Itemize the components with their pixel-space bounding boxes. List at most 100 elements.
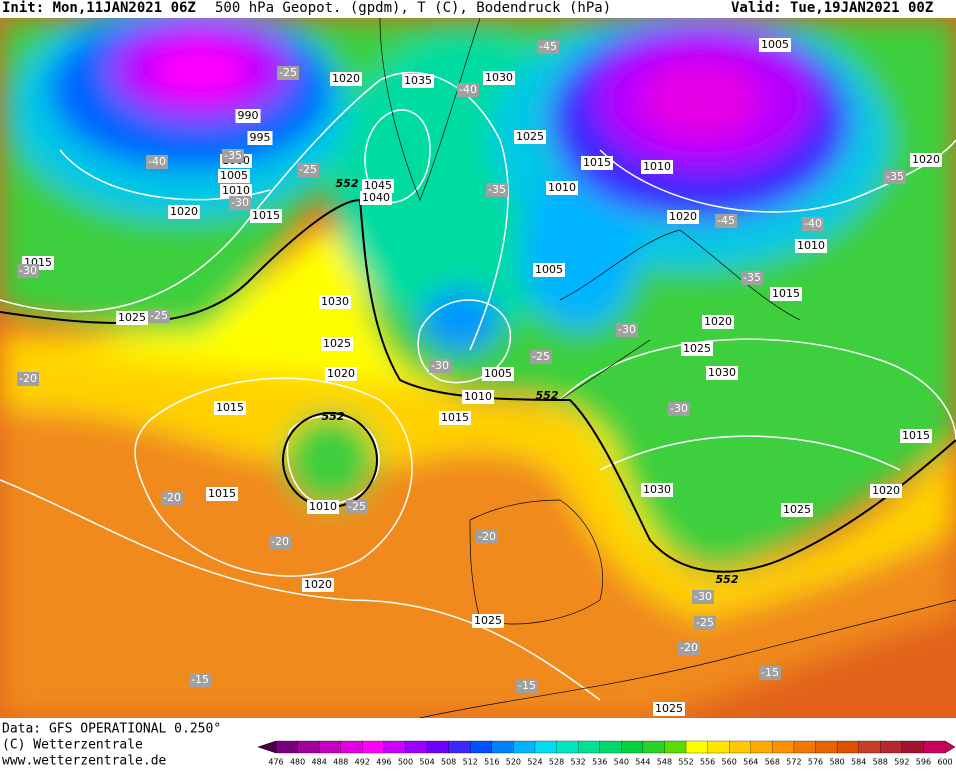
pressure-label: 1015 [250, 209, 282, 223]
colorbar-label: 572 [786, 758, 801, 767]
pressure-label-text: 1030 [321, 295, 349, 308]
pressure-label: 1010 [462, 390, 494, 404]
pressure-label-box [533, 263, 565, 277]
colorbar-label: 580 [829, 758, 844, 767]
pressure-label-box [362, 179, 394, 193]
temperature-label: -40 [457, 83, 479, 97]
temperature-label: -30 [17, 264, 39, 278]
colorbar-swatch [664, 740, 687, 754]
pressure-label-box [641, 483, 673, 497]
pressure-label: 1030 [483, 71, 515, 85]
pressure-label-box [247, 131, 273, 145]
temperature-label: -40 [146, 155, 168, 169]
pressure-label: 1015 [214, 401, 246, 415]
pressure-label-text: 1010 [643, 160, 671, 173]
colorbar-swatch [405, 740, 428, 754]
temperature-label-box [189, 673, 211, 687]
colorbar-swatch [880, 740, 903, 754]
pressure-label: 1020 [330, 72, 362, 86]
colorbar-swatch [750, 740, 774, 754]
height-label-text: 552 [336, 177, 359, 190]
temperature-label-box [616, 323, 638, 337]
temperature-label-text: -40 [148, 155, 166, 168]
pressure-label-box [546, 181, 578, 195]
pressure-label: 1030 [319, 295, 351, 309]
pressure-label-box [653, 702, 685, 716]
temperature-label: -35 [741, 271, 763, 285]
colorbar-swatch [923, 740, 946, 754]
pressure-label-text: 1020 [332, 72, 360, 85]
temperature-label: -25 [297, 163, 319, 177]
pressure-label-box [781, 503, 813, 517]
colorbar-label: 528 [549, 758, 564, 767]
pressure-label-text: 1015 [252, 209, 280, 222]
colorbar-label: 512 [463, 758, 478, 767]
colorbar-label: 524 [527, 758, 542, 767]
pressure-label-box [206, 487, 238, 501]
pressure-label-box [325, 367, 357, 381]
temperature-label-box [530, 350, 552, 364]
temperature-label-box [429, 359, 451, 373]
pressure-label-text: 1020 [327, 367, 355, 380]
colorbar-label: 508 [441, 758, 456, 767]
pressure-label-text: 1025 [655, 702, 683, 715]
pressure-label-text: 1020 [170, 205, 198, 218]
temperature-label-box [17, 264, 39, 278]
pressure-label: 1015 [900, 429, 932, 443]
pressure-label-box [302, 578, 334, 592]
colorbar-swatch [448, 740, 471, 754]
temperature-label-text: -35 [224, 149, 242, 162]
pressure-label: 1005 [533, 263, 565, 277]
pressure-label: 1015 [770, 287, 802, 301]
pressure-label-text: 1025 [516, 130, 544, 143]
pressure-label-text: 1025 [683, 342, 711, 355]
colorbar-label: 480 [290, 758, 305, 767]
pressure-label-box [910, 153, 942, 167]
colorbar-swatch [340, 740, 363, 754]
temperature-label-box [678, 641, 700, 655]
temperature-label-box [476, 530, 498, 544]
temperature-label-text: -40 [804, 217, 822, 230]
colorbar-swatch [297, 740, 320, 754]
pressure-label: 1015 [206, 487, 238, 501]
field [0, 18, 956, 718]
pressure-label-text: 1020 [912, 153, 940, 166]
map-area [0, 18, 956, 718]
temperature-label-box [759, 666, 781, 680]
colorbar-label: 584 [851, 758, 866, 767]
pressure-label-text: 1010 [222, 184, 250, 197]
temperature-label-text: -30 [231, 196, 249, 209]
pressure-label: 1025 [653, 702, 685, 716]
temperature-label: -25 [277, 66, 299, 80]
temperature-label: -25 [530, 350, 552, 364]
temperature-label: -30 [692, 590, 714, 604]
temperature-label-text: -30 [618, 323, 636, 336]
pressure-label-text: 1015 [583, 156, 611, 169]
temperature-label-text: -20 [478, 530, 496, 543]
temperature-label-text: -30 [431, 359, 449, 372]
temperature-label-box [537, 40, 559, 54]
pressure-label-text: 1020 [704, 315, 732, 328]
temperature-label-text: -20 [163, 491, 181, 504]
pressure-label-box [514, 130, 546, 144]
pressure-label-box [439, 411, 471, 425]
height-label: 552 [536, 389, 559, 402]
colorbar-label: 520 [506, 758, 521, 767]
pressure-label-text: 1005 [761, 38, 789, 51]
colorbar-swatch [556, 740, 579, 754]
pressure-label: 1025 [681, 342, 713, 356]
pressure-label-text: 990 [238, 109, 259, 122]
colorbar-swatch [275, 740, 299, 754]
temperature-label-box [486, 183, 508, 197]
temperature-label-box [269, 535, 291, 549]
temperature-label: -25 [346, 500, 368, 514]
pressure-label-box [482, 367, 514, 381]
temperature-label-text: -35 [743, 271, 761, 284]
temperature-label-text: -20 [680, 641, 698, 654]
pressure-label-text: 1010 [309, 500, 337, 513]
pressure-label-text: 1005 [484, 367, 512, 380]
temperature-label-text: -45 [539, 40, 557, 53]
height-label: 552 [322, 410, 345, 423]
colorbar-label: 596 [916, 758, 931, 767]
pressure-label: 1025 [514, 130, 546, 144]
